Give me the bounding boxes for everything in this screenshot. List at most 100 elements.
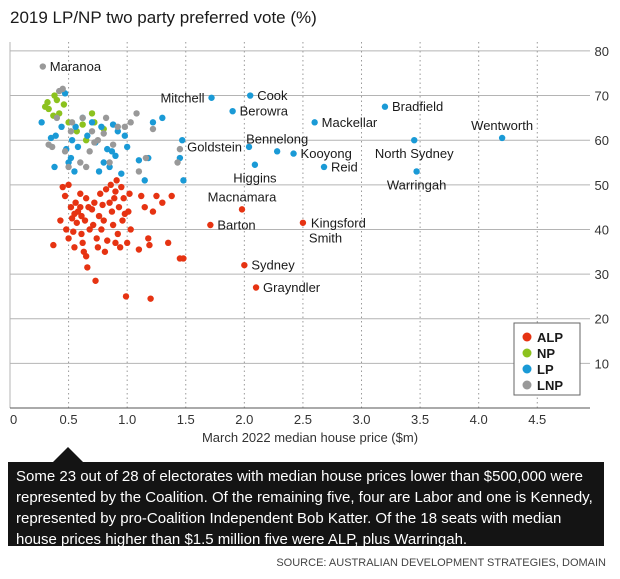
y-tick-label: 60 bbox=[595, 133, 609, 148]
point-alp bbox=[111, 195, 118, 202]
point-alp bbox=[123, 239, 131, 247]
grid bbox=[9, 42, 590, 408]
y-tick-label: 70 bbox=[595, 89, 609, 104]
legend-swatch bbox=[522, 332, 532, 342]
point-lp bbox=[311, 119, 318, 126]
data-points bbox=[38, 63, 506, 302]
point-label: Barton bbox=[217, 218, 255, 233]
y-tick-label: 20 bbox=[595, 312, 609, 327]
point-lp bbox=[67, 154, 75, 162]
source-note: SOURCE: AUSTRALIAN DEVELOPMENT STRATEGIE… bbox=[276, 557, 606, 569]
point-alp bbox=[125, 208, 132, 215]
point-lp bbox=[108, 148, 116, 155]
point-alp bbox=[65, 181, 72, 189]
axes: 10 20 30 40 50 60 70 80 0 0.5 1.0 1.5 2.0 2.5 3.0 3.5 4.… bbox=[10, 44, 609, 445]
point-alp bbox=[146, 241, 153, 249]
point-label: Sydney bbox=[251, 258, 295, 273]
point-alp bbox=[107, 181, 114, 189]
point-lnp bbox=[61, 148, 69, 155]
point-alp bbox=[93, 235, 100, 242]
point-label: Higgins bbox=[233, 171, 277, 186]
point-alp bbox=[164, 239, 172, 247]
point-alp bbox=[116, 244, 124, 251]
legend-label: LNP bbox=[537, 378, 563, 393]
point-lp bbox=[229, 107, 236, 115]
point-alp bbox=[91, 199, 98, 206]
point-alp bbox=[109, 221, 117, 229]
point-lnp bbox=[142, 154, 150, 162]
point-lnp bbox=[86, 148, 93, 155]
point-np bbox=[60, 101, 68, 108]
point-np bbox=[88, 110, 96, 117]
x-tick-label: 2.0 bbox=[235, 412, 253, 427]
point-alp bbox=[79, 239, 86, 247]
point-lp bbox=[179, 136, 186, 144]
point-lp bbox=[84, 132, 91, 139]
x-tick-label: 0.5 bbox=[60, 412, 78, 427]
chart-caption: Some 23 out of 28 of electorates with me… bbox=[8, 462, 604, 548]
scatter-chart: 10 20 30 40 50 60 70 80 0 0.5 1.0 1.5 2.0 2.5 3.0 3.5 4.… bbox=[9, 42, 609, 445]
point-lp bbox=[106, 163, 113, 171]
point-lp bbox=[159, 114, 166, 122]
point-label: Berowra bbox=[240, 104, 289, 119]
point-alp bbox=[114, 230, 121, 238]
point-np bbox=[45, 105, 52, 113]
point-lnp bbox=[65, 163, 72, 171]
point-label: Warringah bbox=[387, 177, 446, 192]
point-alp bbox=[84, 264, 91, 271]
point-alp bbox=[127, 226, 134, 233]
point-lp bbox=[58, 123, 65, 131]
y-tick-label: 50 bbox=[595, 178, 609, 193]
point-alp bbox=[119, 217, 126, 224]
point-lnp bbox=[114, 123, 121, 131]
point-alp bbox=[82, 253, 90, 260]
point-alp bbox=[118, 183, 125, 191]
point-alp bbox=[108, 208, 116, 215]
point-label: Wentworth bbox=[471, 118, 533, 133]
point-lnp bbox=[53, 114, 61, 122]
legend-label: LP bbox=[537, 362, 554, 377]
point-alp bbox=[113, 177, 120, 184]
point-alp bbox=[149, 208, 157, 215]
point-lp bbox=[71, 168, 78, 175]
x-tick-label: 4.0 bbox=[470, 412, 488, 427]
legend-label: ALP bbox=[537, 330, 563, 345]
point-alp bbox=[135, 246, 143, 253]
point-lp bbox=[74, 143, 82, 151]
point-lnp bbox=[82, 163, 90, 171]
point-alp bbox=[122, 293, 130, 300]
point-lp bbox=[413, 168, 420, 175]
point-lp bbox=[51, 163, 58, 171]
point-np bbox=[44, 99, 51, 106]
point-lp bbox=[135, 157, 143, 164]
point-lp bbox=[38, 119, 45, 126]
caption-pointer bbox=[52, 447, 84, 463]
point-alp bbox=[71, 244, 78, 251]
point-lp bbox=[247, 92, 254, 99]
point-alp bbox=[95, 212, 103, 220]
point-lnp bbox=[109, 141, 117, 148]
point-label: Mackellar bbox=[322, 115, 378, 130]
point-alp bbox=[82, 195, 90, 202]
point-alp bbox=[92, 277, 99, 284]
point-alp bbox=[112, 188, 119, 195]
point-lnp bbox=[48, 143, 56, 151]
x-tick-label: 4.5 bbox=[528, 412, 546, 427]
point-alp bbox=[168, 192, 175, 200]
point-alp bbox=[180, 255, 187, 262]
point-alp bbox=[100, 217, 107, 224]
x-tick-label: 2.5 bbox=[294, 412, 312, 427]
point-alp bbox=[102, 186, 110, 193]
point-alp bbox=[299, 219, 307, 226]
point-lp bbox=[118, 170, 125, 177]
point-label: Goldstein bbox=[187, 139, 242, 154]
point-label: Cook bbox=[257, 88, 288, 103]
point-label: Bennelong bbox=[246, 131, 308, 146]
point-lnp bbox=[149, 125, 157, 133]
point-label: Kooyong bbox=[301, 146, 352, 161]
point-alp bbox=[61, 192, 69, 200]
y-tick-label: 80 bbox=[595, 44, 609, 59]
point-lp bbox=[95, 168, 103, 175]
